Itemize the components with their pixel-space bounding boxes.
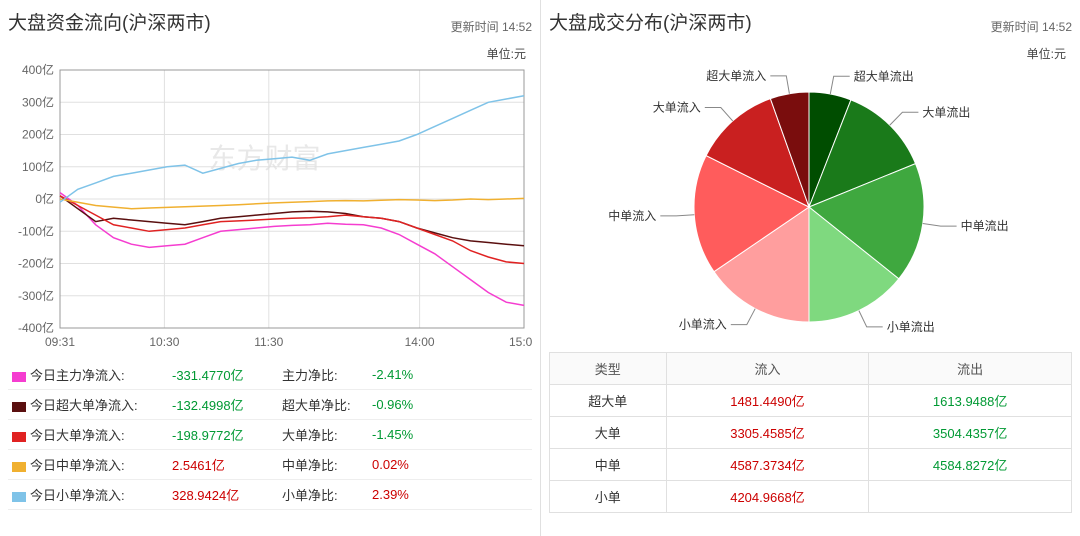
row-outflow: 4584.8272亿 [869, 449, 1072, 481]
row-type: 超大单 [550, 385, 667, 417]
legend-row: 今日超大单净流入: -132.4998亿超大单净比:-0.96% [8, 390, 532, 420]
line-chart-svg: 东方财富-400亿-300亿-200亿-100亿0亿100亿200亿300亿40… [8, 62, 532, 352]
svg-text:-300亿: -300亿 [18, 288, 54, 303]
row-outflow [869, 481, 1072, 513]
panel-title-right: 大盘成交分布(沪深两市) [549, 8, 752, 35]
legend-ratio: 0.02% [368, 450, 532, 480]
table-header-row: 类型流入流出 [550, 353, 1072, 385]
legend-row: 今日中单净流入: 2.5461亿中单净比:0.02% [8, 450, 532, 480]
legend-label: 今日大单净流入: [30, 428, 125, 443]
pie-label: 超大单流出 [854, 68, 914, 83]
pie-chart: 超大单流出大单流出中单流出小单流出 小单流入 中单流入 大单流入 超大单流入 [549, 62, 1072, 352]
pie-label: 大单流入 [653, 101, 701, 115]
legend-row: 今日小单净流入: 328.9424亿小单净比:2.39% [8, 480, 532, 510]
legend-ratio-label: 主力净比: [278, 360, 368, 390]
table-header: 类型 [550, 353, 667, 385]
legend-swatch [12, 402, 26, 412]
table-row: 大单3305.4585亿3504.4357亿 [550, 417, 1072, 449]
legend-ratio: -0.96% [368, 390, 532, 420]
legend-row: 今日主力净流入: -331.4770亿主力净比:-2.41% [8, 360, 532, 390]
legend-ratio-label: 中单净比: [278, 450, 368, 480]
legend-ratio-label: 超大单净比: [278, 390, 368, 420]
legend-value: 328.9424亿 [168, 480, 278, 510]
legend-table: 今日主力净流入: -331.4770亿主力净比:-2.41% 今日超大单净流入: -1… [8, 360, 532, 510]
update-value: 14:52 [1042, 20, 1072, 34]
pie-label: 大单流出 [922, 105, 970, 119]
table-header: 流出 [869, 353, 1072, 385]
row-type: 大单 [550, 417, 667, 449]
unit-label-right: 单位:元 [549, 41, 1072, 62]
legend-swatch [12, 462, 26, 472]
row-inflow: 4587.3734亿 [666, 449, 869, 481]
row-outflow: 3504.4357亿 [869, 417, 1072, 449]
svg-text:400亿: 400亿 [22, 62, 54, 77]
distribution-panel: 大盘成交分布(沪深两市) 更新时间 14:52 单位:元 超大单流出大单流出中单… [540, 0, 1080, 536]
svg-text:200亿: 200亿 [22, 127, 54, 142]
legend-value: -331.4770亿 [168, 360, 278, 390]
svg-text:0亿: 0亿 [35, 191, 54, 206]
svg-text:-200亿: -200亿 [18, 256, 54, 271]
svg-text:-100亿: -100亿 [18, 223, 54, 238]
update-time-right: 更新时间 14:52 [991, 18, 1072, 35]
table-row: 中单4587.3734亿4584.8272亿 [550, 449, 1072, 481]
update-value: 14:52 [502, 20, 532, 34]
svg-text:11:30: 11:30 [254, 335, 283, 349]
unit-label-left: 单位:元 [8, 41, 532, 62]
svg-text:09:31: 09:31 [45, 335, 75, 349]
panel-header-right: 大盘成交分布(沪深两市) 更新时间 14:52 [549, 4, 1072, 41]
line-chart: 东方财富-400亿-300亿-200亿-100亿0亿100亿200亿300亿40… [8, 62, 532, 352]
legend-ratio-label: 大单净比: [278, 420, 368, 450]
legend-ratio: -2.41% [368, 360, 532, 390]
legend-label: 今日小单净流入: [30, 488, 125, 503]
row-type: 小单 [550, 481, 667, 513]
legend-value: -132.4998亿 [168, 390, 278, 420]
row-outflow: 1613.9488亿 [869, 385, 1072, 417]
capital-flow-panel: 大盘资金流向(沪深两市) 更新时间 14:52 单位:元 东方财富-400亿-3… [0, 0, 540, 536]
legend-label: 今日中单净流入: [30, 458, 125, 473]
svg-text:10:30: 10:30 [149, 335, 179, 349]
legend-ratio: 2.39% [368, 480, 532, 510]
legend-label: 今日主力净流入: [30, 368, 125, 383]
panel-title-left: 大盘资金流向(沪深两市) [8, 8, 211, 35]
pie-chart-svg: 超大单流出大单流出中单流出小单流出 小单流入 中单流入 大单流入 超大单流入 [549, 62, 1072, 352]
pie-label: 中单流入 [608, 208, 656, 223]
distribution-table: 类型流入流出超大单1481.4490亿1613.9488亿大单3305.4585… [549, 352, 1072, 513]
update-label: 更新时间 [451, 20, 499, 34]
row-inflow: 1481.4490亿 [666, 385, 869, 417]
pie-label: 小单流入 [679, 318, 727, 332]
row-type: 中单 [550, 449, 667, 481]
legend-ratio-label: 小单净比: [278, 480, 368, 510]
table-header: 流入 [666, 353, 869, 385]
legend-swatch [12, 372, 26, 382]
svg-text:100亿: 100亿 [22, 159, 54, 174]
svg-text:14:00: 14:00 [405, 335, 435, 349]
legend-value: 2.5461亿 [168, 450, 278, 480]
update-time-left: 更新时间 14:52 [451, 18, 532, 35]
legend-swatch [12, 492, 26, 502]
legend-label: 今日超大单净流入: [30, 398, 138, 413]
table-row: 超大单1481.4490亿1613.9488亿 [550, 385, 1072, 417]
legend-row: 今日大单净流入: -198.9772亿大单净比:-1.45% [8, 420, 532, 450]
pie-label: 小单流出 [887, 320, 935, 334]
svg-text:15:00: 15:00 [509, 335, 532, 349]
legend-value: -198.9772亿 [168, 420, 278, 450]
pie-label: 超大单流入 [706, 68, 766, 83]
pie-label: 中单流出 [961, 218, 1009, 233]
row-inflow: 3305.4585亿 [666, 417, 869, 449]
update-label: 更新时间 [991, 20, 1039, 34]
dashboard: 大盘资金流向(沪深两市) 更新时间 14:52 单位:元 东方财富-400亿-3… [0, 0, 1080, 536]
row-inflow: 4204.9668亿 [666, 481, 869, 513]
legend-ratio: -1.45% [368, 420, 532, 450]
svg-text:300亿: 300亿 [22, 94, 54, 109]
legend-swatch [12, 432, 26, 442]
panel-header-left: 大盘资金流向(沪深两市) 更新时间 14:52 [8, 4, 532, 41]
svg-text:-400亿: -400亿 [18, 320, 54, 335]
table-row: 小单4204.9668亿 [550, 481, 1072, 513]
